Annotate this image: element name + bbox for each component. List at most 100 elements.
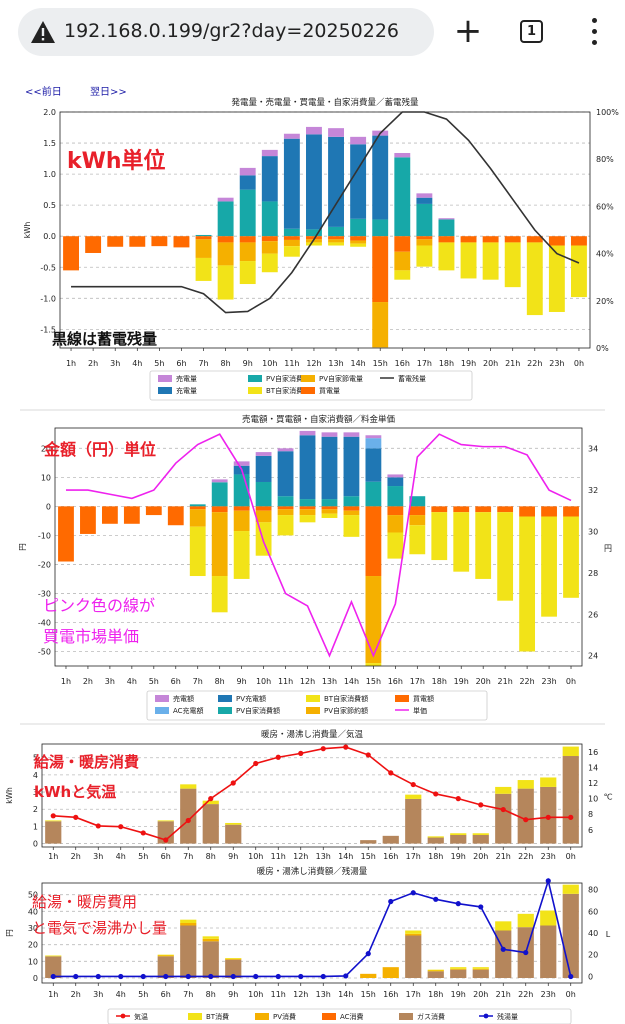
x-tick-label: 22h xyxy=(518,990,533,999)
bar-PV自家消費量 xyxy=(328,226,344,237)
bar-PV充電額 xyxy=(365,448,382,482)
y2-tick-label: 100% xyxy=(596,108,619,117)
bar-AC充電額 xyxy=(365,438,382,449)
x-tick-label: 17h xyxy=(406,990,421,999)
prev-day-link[interactable]: <<前日 xyxy=(25,87,62,98)
line-point xyxy=(388,898,394,905)
bar-PV自家消費量 xyxy=(261,201,278,237)
x-tick-label: 18h xyxy=(432,677,447,686)
bar-BT自家消費額 xyxy=(255,522,272,556)
bar-BT消費 xyxy=(157,820,174,822)
tab-switcher-button[interactable]: 1 xyxy=(520,20,543,43)
y2-tick-label: 24 xyxy=(588,652,598,661)
bar-BT自家消費額 xyxy=(233,531,250,579)
x-tick-label: 2h xyxy=(88,359,98,368)
x-tick-label: 16h xyxy=(383,852,398,861)
bar-PV自家消費額 xyxy=(343,496,360,507)
bar-ガス消費 xyxy=(202,941,219,978)
bar-PV自家節電量 xyxy=(394,251,411,271)
legend-swatch xyxy=(301,375,315,382)
bar-買電量 xyxy=(283,236,300,240)
x-tick-label: 15h xyxy=(373,359,388,368)
legend-label: PV充電額 xyxy=(236,694,266,703)
bar-PV自家消費量 xyxy=(306,229,322,237)
bar-BT自家消費量 xyxy=(283,246,300,257)
x-tick-label: 11h xyxy=(271,852,286,861)
legend-label: AC消費 xyxy=(340,1012,364,1021)
x-tick-label: 19h xyxy=(451,852,466,861)
legend-label: PV自家節約額 xyxy=(324,706,368,715)
next-day-link[interactable]: 翌日>> xyxy=(90,87,127,98)
bar-BT自家消費量 xyxy=(438,242,455,271)
x-tick-label: 1h xyxy=(48,852,58,861)
bar-BT消費 xyxy=(540,910,557,926)
bar-売電量 xyxy=(217,197,234,202)
bar-BT自家消費額 xyxy=(343,515,360,537)
y-tick-label: 0.5 xyxy=(43,201,56,210)
legend-swatch xyxy=(218,707,232,714)
x-tick-label: 10h xyxy=(248,852,263,861)
bar-BT消費 xyxy=(202,936,219,939)
overflow-menu-icon[interactable] xyxy=(588,16,600,48)
new-tab-button[interactable]: + xyxy=(453,11,483,51)
bar-BT自家消費量 xyxy=(504,242,521,288)
y2-tick-label: 30 xyxy=(588,527,598,536)
x-tick-label: 0h xyxy=(566,990,576,999)
bar-買電量 xyxy=(504,236,521,243)
y2-tick-label: 60% xyxy=(596,202,614,211)
bar-BT自家消費額 xyxy=(431,512,448,561)
line-point xyxy=(365,752,371,758)
bar-買電額 xyxy=(123,506,140,524)
x-tick-label: 2h xyxy=(71,990,81,999)
bar-BT自家消費額 xyxy=(453,512,470,572)
annotation-cost-2: と電気で湯沸かし量 xyxy=(32,919,167,937)
y-tick-label: 2.0 xyxy=(43,108,56,117)
bar-PV自家消費量 xyxy=(416,203,433,237)
x-tick-label: 20h xyxy=(476,677,491,686)
y2-tick-label: 0% xyxy=(596,344,609,353)
line-point xyxy=(275,973,281,980)
legend-label: PV自家消費量 xyxy=(266,374,310,383)
bar-ガス消費 xyxy=(540,925,557,978)
line-point xyxy=(208,796,214,802)
not-secure-warning-icon[interactable] xyxy=(30,19,56,45)
bar-売電額 xyxy=(233,461,250,466)
bar-PV消費 xyxy=(427,970,444,972)
line-point xyxy=(50,813,56,819)
legend-label: PV消費 xyxy=(273,1012,296,1021)
line-蓄電残量 xyxy=(71,111,580,314)
x-tick-label: 12h xyxy=(306,359,321,368)
bar-PV充電額 xyxy=(299,435,316,500)
legend-swatch xyxy=(301,387,315,394)
x-tick-label: 14h xyxy=(338,990,353,999)
bar-PV充電額 xyxy=(255,455,272,482)
bar-BT自家消費量 xyxy=(482,242,499,280)
bar-BT自家消費量 xyxy=(394,270,411,280)
url-text[interactable]: 192.168.0.199/gr2?day=20250226 xyxy=(64,20,400,42)
y2-tick-label: 8 xyxy=(588,810,593,819)
bar-買電量 xyxy=(173,236,190,248)
x-tick-label: 20h xyxy=(473,852,488,861)
x-tick-label: 5h xyxy=(138,990,148,999)
bar-BT自家消費額 xyxy=(189,526,206,577)
bar-売電量 xyxy=(261,149,278,157)
bar-PV消費 xyxy=(225,958,242,960)
bar-充電量 xyxy=(372,135,389,220)
bar-ガス消費 xyxy=(180,788,197,844)
line-point xyxy=(500,806,506,813)
address-bar[interactable]: 192.168.0.199/gr2?day=20250226 xyxy=(18,8,434,56)
bar-BT自家消費額 xyxy=(475,512,492,579)
bar-PV自家消費量 xyxy=(217,201,234,237)
bar-買電量 xyxy=(306,236,322,240)
cost-chart: 売電額・買電額・自家消費額／料金単価 20 10 0 -10 -20 -30 -40 -50 24… xyxy=(18,414,612,721)
bar-PV消費 xyxy=(450,968,467,970)
bar-BT消費 xyxy=(202,800,219,805)
bar-ガス消費 xyxy=(472,834,489,844)
bar-PV自家節電量 xyxy=(261,241,278,254)
line-point xyxy=(343,744,349,750)
bar-ガス消費 xyxy=(562,756,579,844)
y2-axis-label: ℃ xyxy=(604,793,613,802)
y-tick-label: 5 xyxy=(33,754,38,763)
x-tick-label: 9h xyxy=(243,359,253,368)
bar-PV充電額 xyxy=(387,477,404,487)
